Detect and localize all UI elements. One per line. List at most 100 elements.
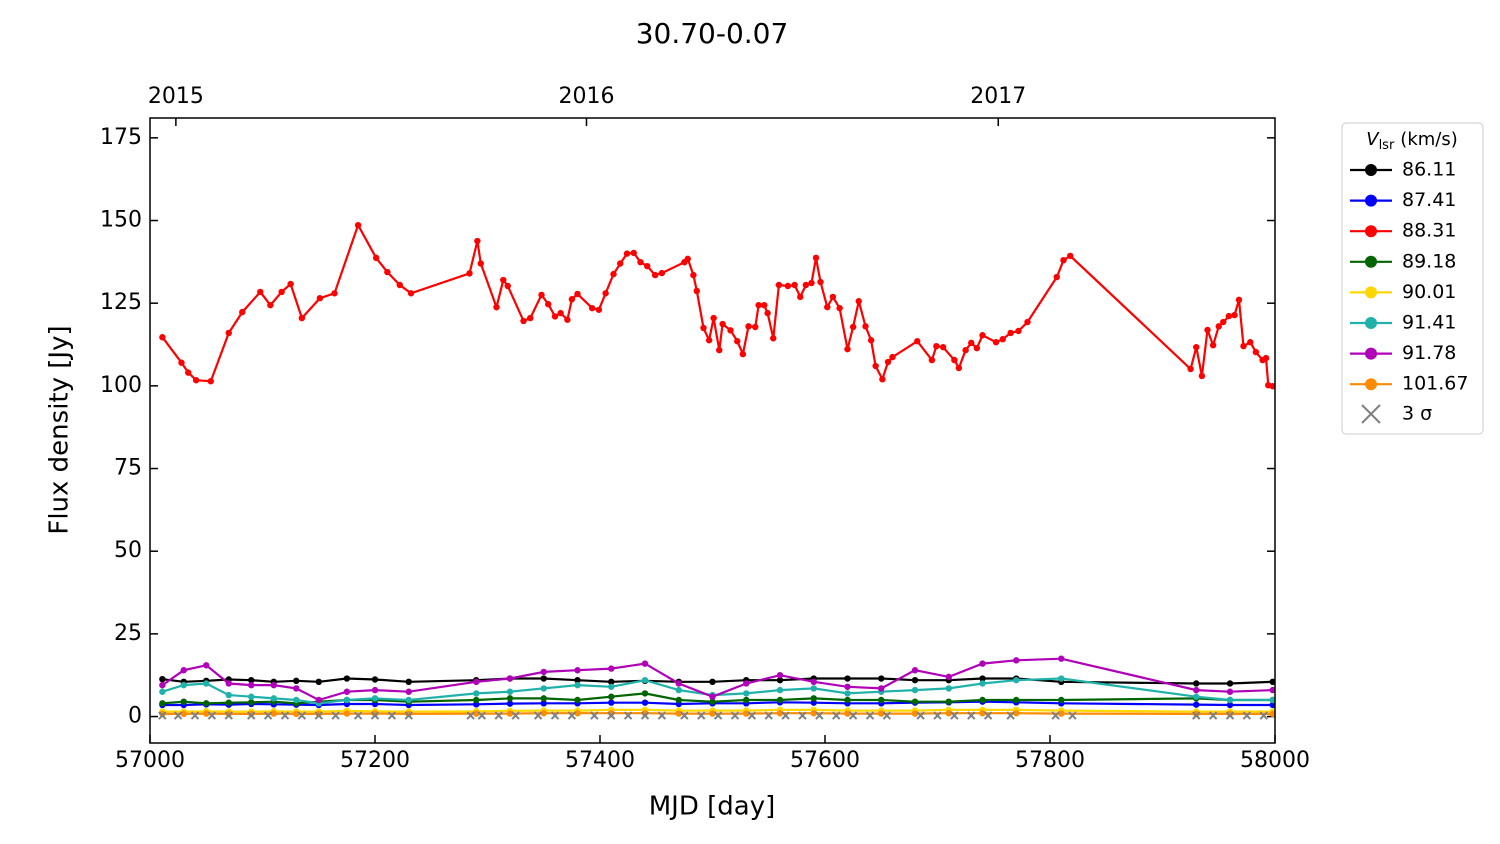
y-tick-label: 50 <box>114 538 142 563</box>
cross-stroke <box>158 711 167 720</box>
cross-stroke <box>713 711 723 720</box>
point <box>293 696 300 704</box>
cross-stroke <box>1259 711 1268 720</box>
point <box>716 346 723 354</box>
sigma-marker <box>865 711 875 720</box>
point <box>743 690 750 697</box>
point <box>1269 701 1275 709</box>
point <box>405 678 412 686</box>
sigma-marker <box>1208 711 1218 720</box>
legend-label: 91.41 <box>1402 312 1456 334</box>
point <box>316 295 324 302</box>
y-tick-label: 0 <box>128 704 142 729</box>
sigma-marker <box>331 711 340 720</box>
point <box>675 680 682 687</box>
sigma-marker <box>1006 711 1015 720</box>
cross-stroke <box>848 711 858 720</box>
cross-stroke <box>680 711 689 720</box>
point <box>637 258 644 266</box>
sigma-marker <box>207 711 217 720</box>
point <box>574 290 581 298</box>
cross-stroke <box>933 711 942 720</box>
sigma-marker <box>832 711 841 720</box>
point <box>506 695 514 702</box>
cross-stroke <box>477 711 487 720</box>
point <box>538 291 545 299</box>
legend-label: 90.01 <box>1402 281 1456 303</box>
cross-stroke <box>466 711 475 720</box>
point <box>540 675 547 682</box>
point <box>257 288 264 296</box>
point <box>588 304 596 312</box>
point <box>878 685 885 692</box>
sigma-marker <box>263 711 273 720</box>
point <box>1226 710 1234 718</box>
point <box>493 303 500 311</box>
point <box>343 688 351 695</box>
cross-stroke <box>370 711 380 720</box>
point <box>700 324 707 332</box>
point <box>551 313 559 320</box>
point <box>574 681 581 689</box>
point <box>617 260 624 267</box>
point <box>203 700 210 707</box>
point <box>1013 696 1020 704</box>
sigma-marker <box>882 711 892 720</box>
point <box>693 287 700 295</box>
x-tick-label: 57400 <box>565 748 635 773</box>
point <box>911 667 919 674</box>
cross-stroke <box>747 711 757 720</box>
point <box>466 270 473 277</box>
sigma-marker <box>933 711 942 720</box>
point <box>791 281 798 289</box>
point <box>1252 348 1260 356</box>
series-line <box>162 700 1273 707</box>
cross-stroke <box>207 711 217 720</box>
point <box>1215 323 1222 330</box>
point <box>844 345 851 353</box>
point <box>743 696 750 704</box>
cross-stroke <box>1208 711 1218 720</box>
point <box>968 339 975 347</box>
point <box>1226 701 1234 709</box>
point <box>225 329 232 337</box>
point <box>557 309 564 317</box>
sigma-marker <box>590 711 599 720</box>
point <box>473 690 480 697</box>
sigma-marker <box>550 711 560 720</box>
point <box>836 304 843 312</box>
sigma-marker <box>967 711 976 720</box>
point <box>473 678 480 686</box>
point <box>911 710 919 717</box>
point <box>293 710 300 718</box>
cross-stroke <box>263 711 273 720</box>
point <box>675 696 682 704</box>
point <box>849 323 857 331</box>
point <box>1193 701 1200 708</box>
legend-marker <box>1365 225 1377 238</box>
point <box>1198 372 1206 380</box>
cross-stroke <box>882 711 892 720</box>
point <box>1013 676 1020 684</box>
point <box>797 293 804 301</box>
sigma-marker <box>1225 711 1235 720</box>
point <box>979 696 986 704</box>
point <box>540 700 547 707</box>
point <box>878 675 885 682</box>
point <box>602 290 609 297</box>
point <box>710 314 717 322</box>
point <box>506 688 514 695</box>
point <box>776 672 784 679</box>
point <box>159 675 166 683</box>
cross-stroke <box>1068 711 1077 720</box>
point <box>371 695 379 702</box>
sigma-marker <box>297 711 307 720</box>
x-axis-label: MJD [day] <box>649 792 776 822</box>
point <box>248 710 255 718</box>
sigma-marker <box>224 711 233 720</box>
cross-stroke <box>865 711 875 720</box>
point <box>207 378 214 385</box>
point <box>1058 710 1065 717</box>
point <box>270 681 277 689</box>
point <box>755 301 762 309</box>
